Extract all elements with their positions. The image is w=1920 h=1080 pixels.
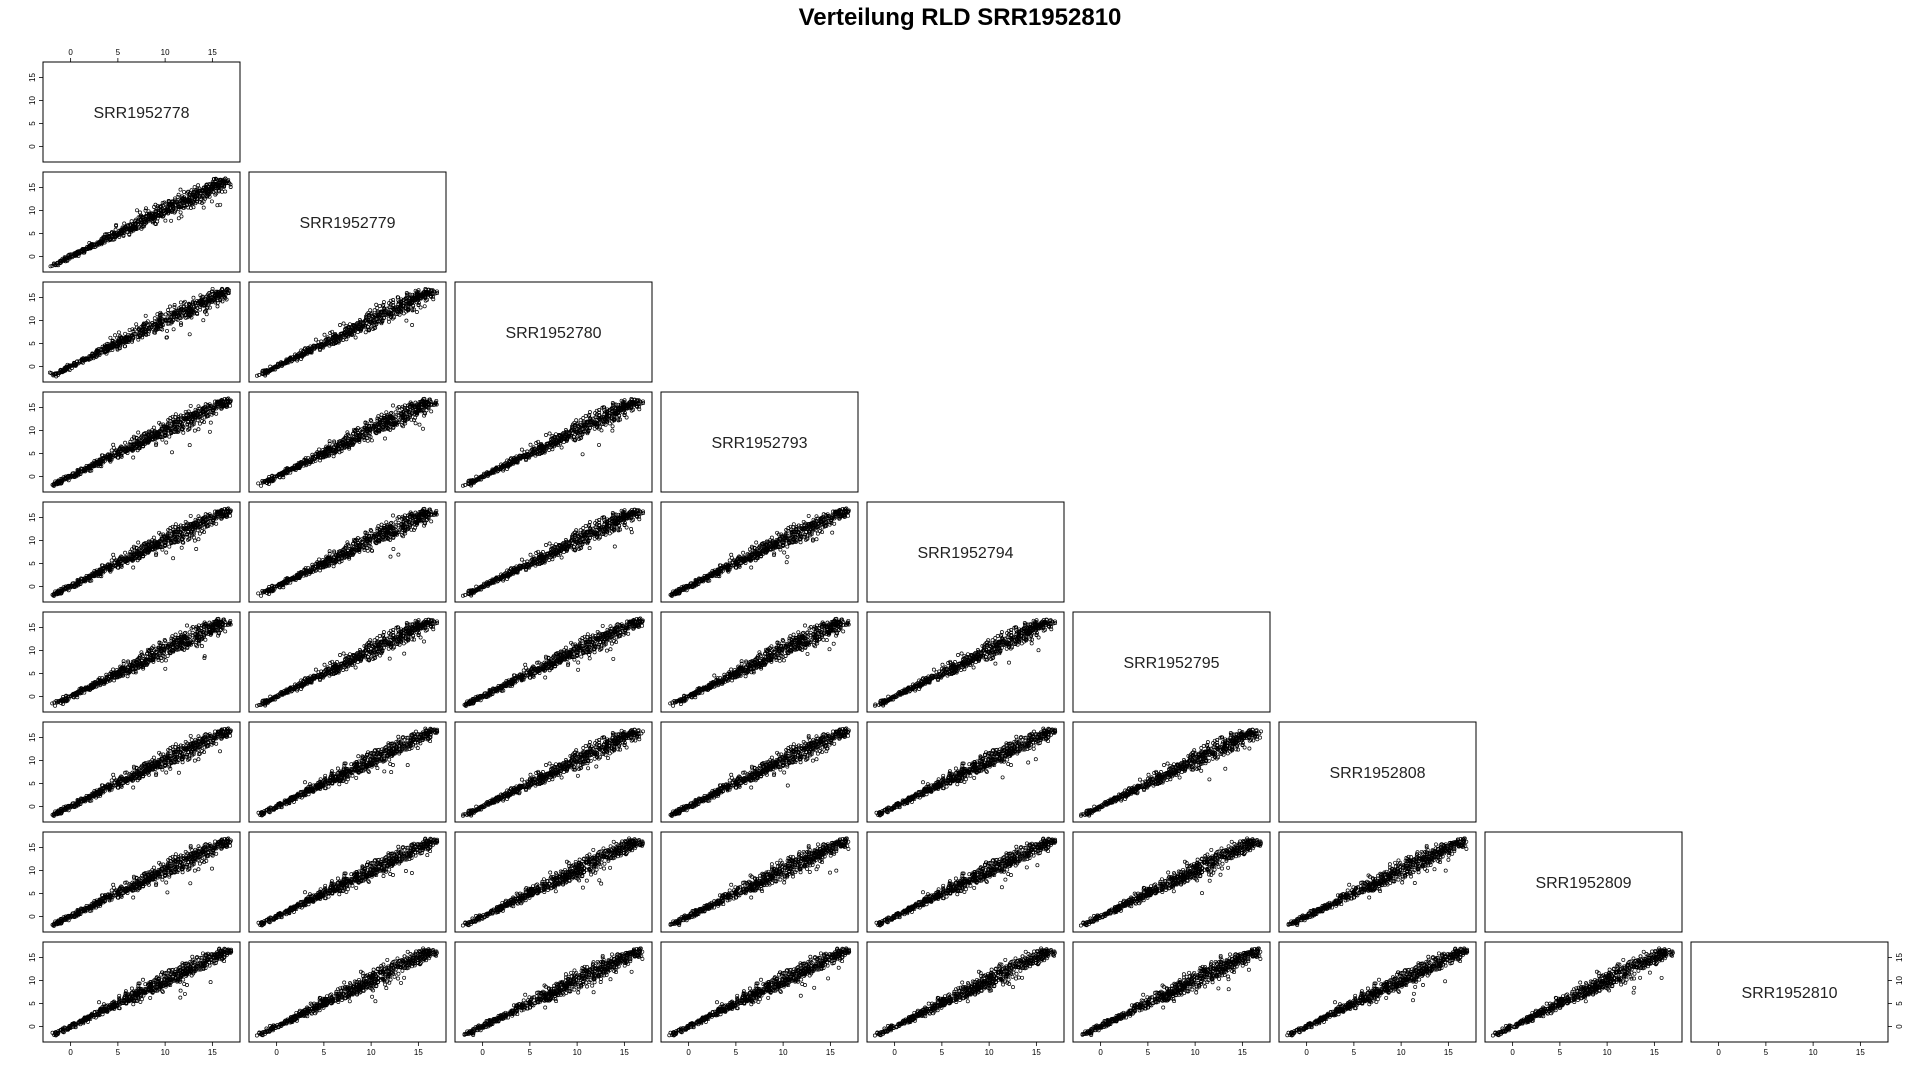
y-tick-label: 5	[28, 451, 37, 456]
x-tick-label: 10	[161, 48, 170, 57]
y-tick-label: 10	[28, 426, 37, 435]
diagonal-panel: SRR1952779	[249, 172, 446, 272]
y-tick-label: 15	[28, 293, 37, 302]
y-tick-label: 0	[28, 364, 37, 369]
y-tick-label: 0	[28, 254, 37, 259]
scatter-panel: 0 5 10 15	[28, 172, 240, 272]
scatter-panel	[249, 282, 446, 382]
scatter-panel: 0 5 10 15	[28, 392, 240, 492]
sample-label: SRR1952793	[711, 435, 807, 452]
diagonal-panel: SRR1952793	[661, 392, 858, 492]
sample-label: SRR1952778	[93, 105, 189, 122]
scatter-panel	[455, 392, 652, 492]
scatter-panel	[249, 392, 446, 492]
diagonal-panel: SRR1952778 0 5 10 15 0 5 10 15	[28, 48, 240, 162]
y-tick-label: 15	[28, 183, 37, 192]
sample-label: SRR1952780	[505, 325, 601, 342]
y-tick-label: 0	[28, 144, 37, 149]
y-tick-label: 10	[28, 206, 37, 215]
y-tick-label: 0	[28, 474, 37, 479]
y-tick-label: 5	[28, 121, 37, 126]
scatter-panel: 0 5 10 15	[28, 282, 240, 382]
x-tick-label: 15	[208, 48, 217, 57]
y-tick-label: 10	[28, 96, 37, 105]
y-tick-label: 5	[28, 231, 37, 236]
scatter-panel: 051015	[28, 502, 240, 602]
y-tick-label: 15	[28, 403, 37, 412]
sample-label: SRR1952779	[299, 215, 395, 232]
y-tick-label: 10	[28, 316, 37, 325]
y-tick-label: 15	[28, 73, 37, 82]
y-tick-label: 5	[28, 341, 37, 346]
x-tick-label: 0	[68, 48, 73, 57]
x-tick-label: 5	[116, 48, 121, 57]
diagonal-panel: SRR1952780	[455, 282, 652, 382]
